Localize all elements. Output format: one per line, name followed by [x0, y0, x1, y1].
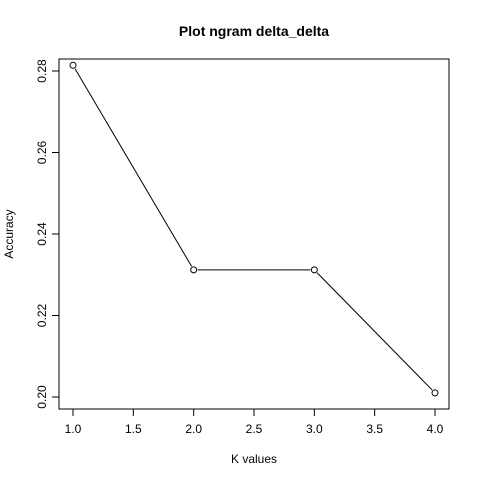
data-point [69, 61, 77, 69]
y-tick-label: 0.26 [35, 140, 49, 164]
x-tick-label: 2.0 [185, 422, 202, 436]
y-axis-label: Accuracy [2, 209, 16, 258]
series-line [74, 68, 433, 391]
series-segment [316, 272, 433, 391]
y-tick-label: 0.22 [35, 303, 49, 327]
data-point [431, 389, 439, 397]
y-tick-label: 0.24 [35, 222, 49, 246]
data-point [190, 266, 198, 274]
x-tick-label: 2.5 [246, 422, 263, 436]
data-point [310, 266, 318, 274]
y-tick-label: 0.28 [35, 59, 49, 83]
x-tick-label: 4.0 [427, 422, 444, 436]
x-tick-label: 1.0 [65, 422, 82, 436]
x-tick-label: 3.0 [306, 422, 323, 436]
series-segment [74, 68, 193, 267]
y-tick-label: 0.20 [35, 385, 49, 409]
x-axis: 1.0 1.5 2.0 2.5 3.0 3.5 4.0 [65, 408, 444, 436]
y-axis: 0.20 0.22 0.24 0.26 0.28 [35, 59, 60, 409]
x-axis-label: K values [231, 452, 277, 466]
chart-title: Plot ngram delta_delta [179, 23, 329, 39]
x-tick-label: 1.5 [125, 422, 142, 436]
series-points [69, 61, 439, 397]
x-tick-label: 3.5 [366, 422, 383, 436]
